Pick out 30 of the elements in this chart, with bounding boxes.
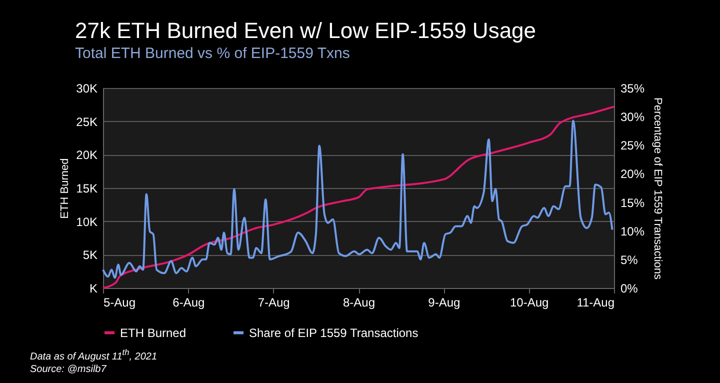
legend-label: ETH Burned: [120, 326, 186, 340]
y2-tick-label: 20%: [620, 167, 645, 182]
x-tick-label: 11-Aug: [576, 296, 614, 310]
y2-tick-label: 35%: [620, 82, 645, 96]
x-tick-label: 8-Aug: [342, 296, 376, 310]
text: Data as of August 11$^{th}$, 2021: [30, 346, 158, 364]
y-tick-label: 5K: [82, 248, 98, 262]
y-tick-label: 30K: [76, 82, 98, 96]
y2-axis-title: Percentage of EIP 1559 Transactions: [652, 97, 664, 280]
x-tick-label: 6-Aug: [172, 296, 205, 310]
x-tick-label: 9-Aug: [428, 296, 460, 310]
y2-tick-label: 10%: [620, 224, 645, 238]
y-axis-title: ETH Burned: [59, 158, 72, 219]
x-tick-label: 7-Aug: [258, 296, 290, 310]
y2-tick-label: 15%: [620, 196, 645, 210]
legend-label: Share of EIP 1559 Transactions: [249, 326, 418, 340]
y2-tick-label: 25%: [620, 138, 645, 153]
x-tick-label: 10-Aug: [510, 296, 549, 310]
y2-tick-label: 5%: [620, 252, 638, 267]
y-tick-label: K: [89, 282, 98, 296]
y2-tick-label: 30%: [620, 110, 645, 124]
y-tick-label: 10K: [76, 214, 98, 229]
chart-subtitle: Total ETH Burned vs % of EIP-1559 Txns: [75, 45, 350, 62]
y2-tick-label: 0%: [620, 282, 638, 296]
x-tick-label: 5-Aug: [104, 296, 136, 310]
source-note: Source: @msilb7: [30, 363, 108, 376]
y-tick-label: 25K: [76, 114, 98, 129]
chart-title: 27k ETH Burned Even w/ Low EIP-1559 Usage: [75, 18, 536, 43]
y-tick-label: 15K: [76, 182, 98, 196]
y-tick-label: 20K: [76, 148, 98, 162]
